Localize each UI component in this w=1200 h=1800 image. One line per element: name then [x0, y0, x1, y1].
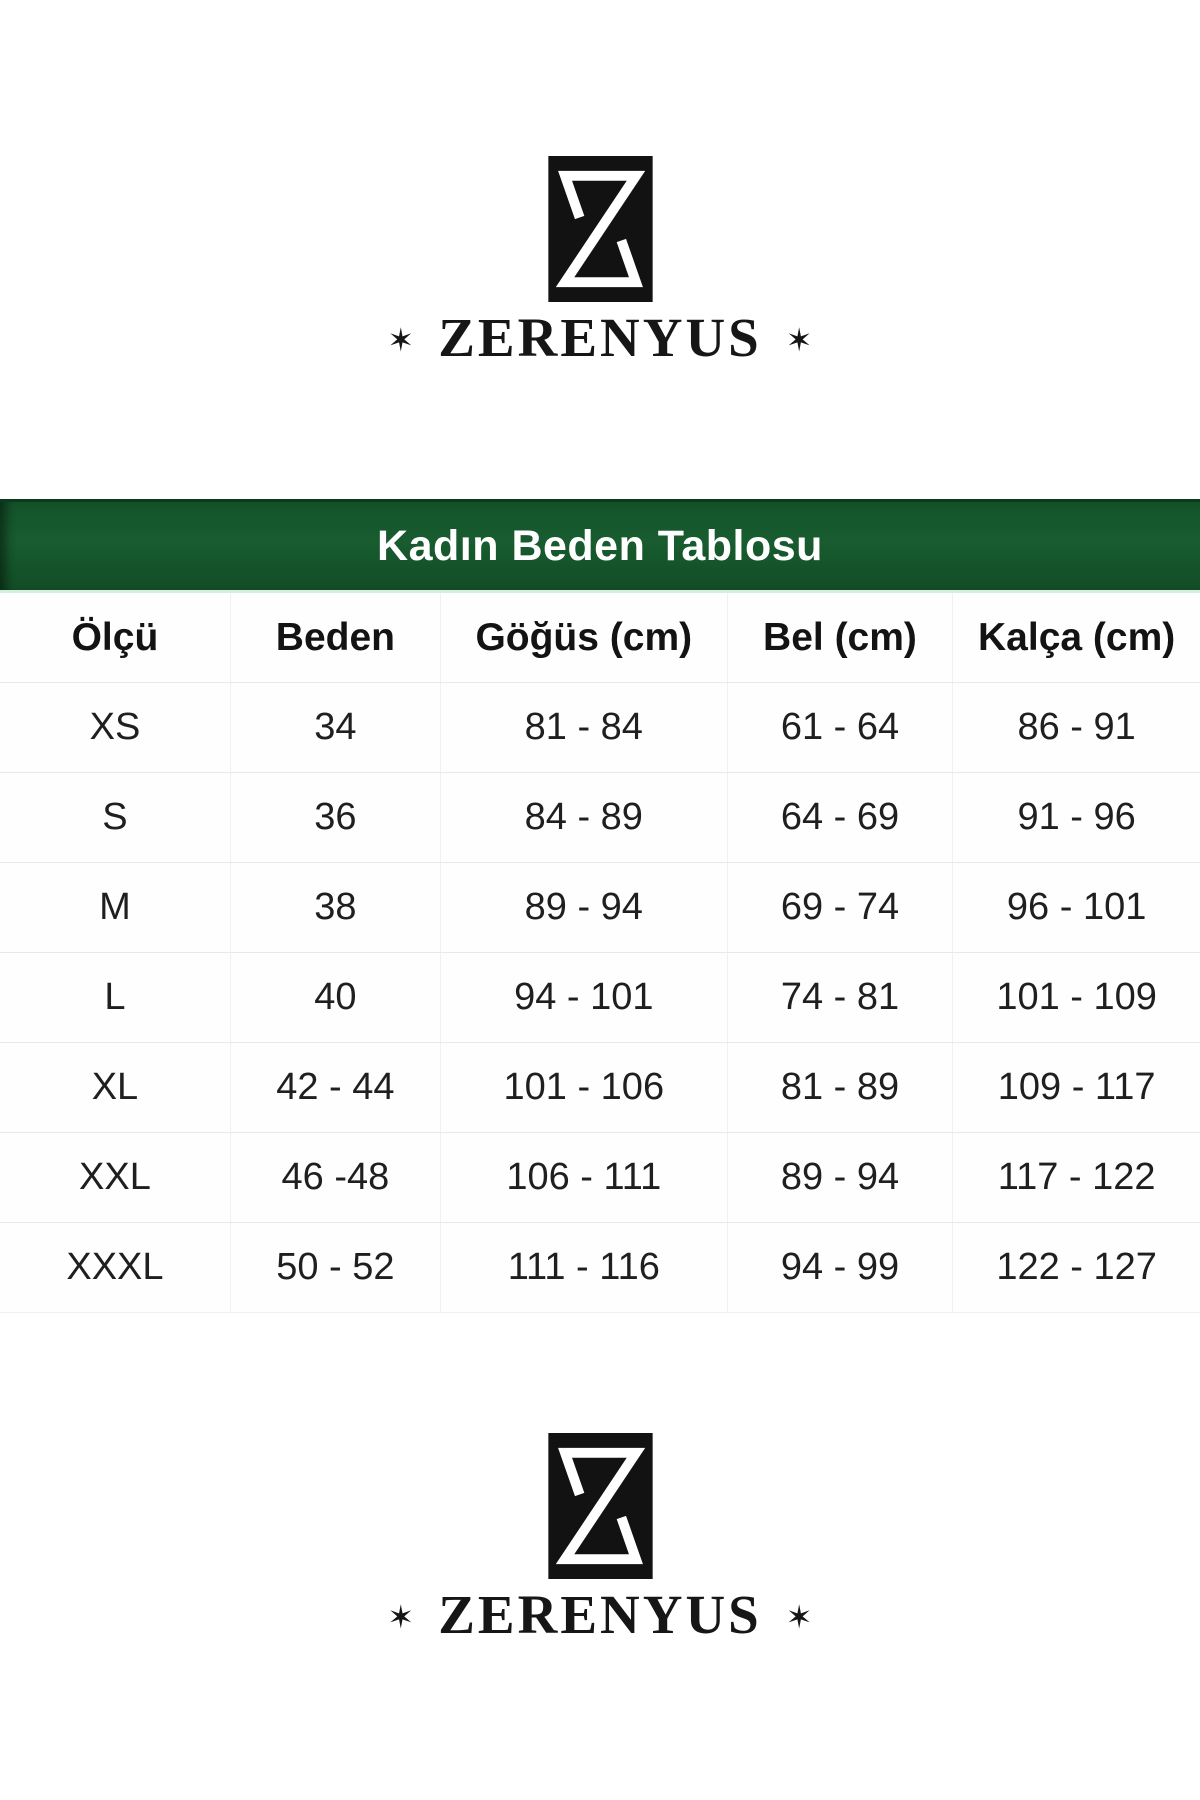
beden-cell: 50 - 52	[230, 1222, 441, 1314]
size-label-cell: S	[0, 772, 231, 864]
table-row: XXL 46 -48 106 - 111 89 - 94 117 - 122	[0, 1132, 1200, 1224]
brand-wordmark-row: ✶ ZERENYUS ✶	[387, 306, 812, 369]
bel-cell: 74 - 81	[727, 952, 954, 1044]
kalca-cell: 96 - 101	[952, 862, 1200, 954]
size-label-cell: L	[0, 952, 231, 1044]
brand-wordmark-row: ✶ ZERENYUS ✶	[387, 1583, 812, 1646]
size-label-cell: M	[0, 862, 231, 954]
beden-cell: 34	[230, 682, 441, 774]
bel-cell: 89 - 94	[727, 1132, 954, 1224]
gogus-cell: 89 - 94	[440, 862, 728, 954]
z-monogram-icon	[547, 1433, 653, 1580]
table-row: XXXL 50 - 52 111 - 116 94 - 99 122 - 127	[0, 1222, 1200, 1314]
kalca-cell: 117 - 122	[952, 1132, 1200, 1224]
beden-cell: 36	[230, 772, 441, 864]
size-chart-title: Kadın Beden Tablosu	[377, 521, 823, 570]
size-label-cell: XXL	[0, 1132, 231, 1224]
column-header-row: Ölçü Beden Göğüs (cm) Bel (cm) Kalça (cm…	[0, 593, 1200, 684]
bel-cell: 64 - 69	[727, 772, 954, 864]
gogus-cell: 84 - 89	[440, 772, 728, 864]
table-row: L 40 94 - 101 74 - 81 101 - 109	[0, 952, 1200, 1044]
kalca-cell: 91 - 96	[952, 772, 1200, 864]
column-header: Bel (cm)	[727, 593, 954, 684]
column-header: Göğüs (cm)	[440, 593, 728, 684]
column-header: Kalça (cm)	[952, 593, 1200, 684]
table-row: M 38 89 - 94 69 - 74 96 - 101	[0, 862, 1200, 954]
star-icon: ✶	[387, 1598, 415, 1635]
table-row: XL 42 - 44 101 - 106 81 - 89 109 - 117	[0, 1042, 1200, 1134]
beden-cell: 38	[230, 862, 441, 954]
bel-cell: 81 - 89	[727, 1042, 954, 1134]
size-label-cell: XL	[0, 1042, 231, 1134]
brand-wordmark: ZERENYUS	[438, 307, 762, 368]
beden-cell: 46 -48	[230, 1132, 441, 1224]
gogus-cell: 101 - 106	[440, 1042, 728, 1134]
column-header: Ölçü	[0, 593, 231, 684]
size-label-cell: XXXL	[0, 1222, 231, 1314]
column-header: Beden	[230, 593, 441, 684]
size-chart-body: XS 34 81 - 84 61 - 64 86 - 91 S 36 84 - …	[0, 682, 1200, 1314]
size-chart-title-band: Kadın Beden Tablosu	[0, 499, 1200, 594]
star-icon: ✶	[785, 1598, 813, 1635]
bel-cell: 69 - 74	[727, 862, 954, 954]
kalca-cell: 86 - 91	[952, 682, 1200, 774]
gogus-cell: 94 - 101	[440, 952, 728, 1044]
kalca-cell: 122 - 127	[952, 1222, 1200, 1314]
gogus-cell: 111 - 116	[440, 1222, 728, 1314]
beden-cell: 40	[230, 952, 441, 1044]
kalca-cell: 101 - 109	[952, 952, 1200, 1044]
size-chart: Kadın Beden Tablosu Ölçü Beden Göğüs	[0, 499, 1200, 1314]
star-icon: ✶	[387, 321, 415, 358]
size-chart-table: Ölçü Beden Göğüs (cm) Bel (cm) Kalça (cm…	[0, 593, 1200, 1314]
gogus-cell: 106 - 111	[440, 1132, 728, 1224]
brand-logo-bottom: ✶ ZERENYUS ✶	[0, 1313, 1200, 1646]
brand-logo-top: ✶ ZERENYUS ✶	[0, 0, 1200, 369]
table-row: S 36 84 - 89 64 - 69 91 - 96	[0, 772, 1200, 864]
bel-cell: 61 - 64	[727, 682, 954, 774]
gogus-cell: 81 - 84	[440, 682, 728, 774]
brand-wordmark: ZERENYUS	[438, 1584, 762, 1646]
table-row: XS 34 81 - 84 61 - 64 86 - 91	[0, 682, 1200, 774]
kalca-cell: 109 - 117	[952, 1042, 1200, 1134]
bel-cell: 94 - 99	[727, 1222, 954, 1314]
z-monogram-icon	[547, 156, 653, 302]
size-label-cell: XS	[0, 682, 231, 774]
beden-cell: 42 - 44	[230, 1042, 441, 1134]
star-icon: ✶	[785, 321, 813, 358]
